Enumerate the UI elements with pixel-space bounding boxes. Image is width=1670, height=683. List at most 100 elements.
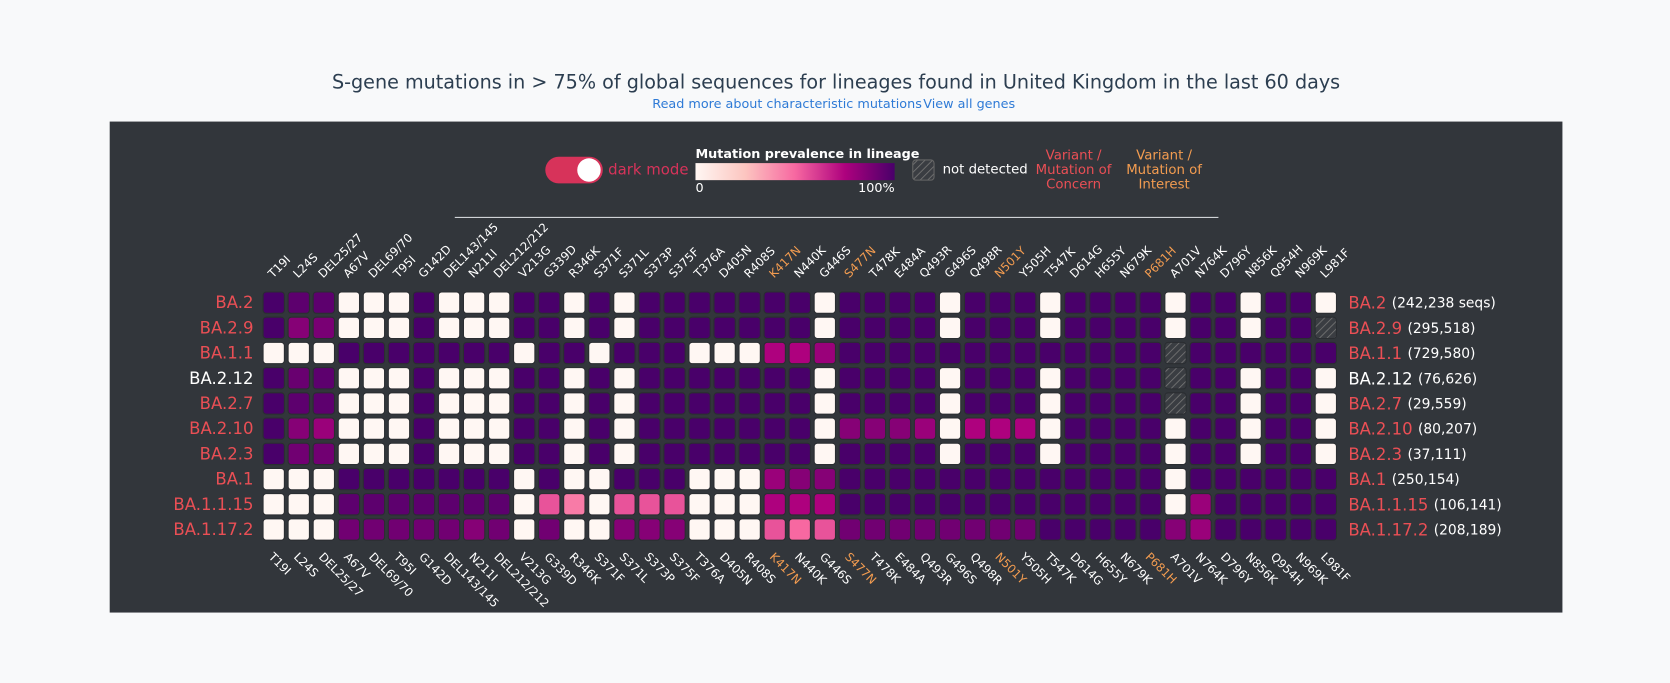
cell xyxy=(888,392,912,415)
cell xyxy=(337,417,361,440)
cell xyxy=(1089,367,1112,390)
cell xyxy=(1089,316,1112,340)
link[interactable]: Read more about characteristic mutations xyxy=(652,97,922,112)
cell xyxy=(738,442,761,466)
cell xyxy=(713,341,736,365)
cell xyxy=(1164,493,1187,516)
cell xyxy=(913,518,937,541)
cell xyxy=(513,341,536,365)
legend-label: not detected xyxy=(943,162,1028,177)
cell xyxy=(738,417,761,440)
cell xyxy=(613,392,636,415)
cell xyxy=(813,367,837,390)
cell xyxy=(513,442,536,466)
cell xyxy=(588,467,611,491)
row-note: (208,189) xyxy=(1434,523,1502,539)
y-tick-label: BA.1.17.2 xyxy=(173,520,253,539)
cell xyxy=(988,367,1012,390)
cell xyxy=(613,467,636,491)
cell xyxy=(538,367,561,390)
cell xyxy=(563,392,586,415)
cell xyxy=(1039,316,1062,340)
cell xyxy=(788,467,811,491)
cell xyxy=(838,341,862,365)
cell xyxy=(713,417,736,440)
cell xyxy=(1039,417,1062,440)
cell xyxy=(913,417,937,440)
y-tick-label: BA.2.12 xyxy=(189,369,253,388)
cell xyxy=(538,291,561,314)
cell xyxy=(287,518,310,541)
toggle-label[interactable]: dark mode xyxy=(608,161,688,179)
legend-hatch xyxy=(912,159,935,181)
cell xyxy=(1214,493,1237,516)
cell xyxy=(938,392,962,415)
cell xyxy=(563,341,586,365)
cell xyxy=(462,392,486,415)
cell xyxy=(287,442,310,466)
cell xyxy=(938,367,962,390)
cell xyxy=(1189,341,1212,365)
cell xyxy=(437,417,461,440)
cell xyxy=(1064,367,1087,390)
cell xyxy=(412,493,436,516)
cell xyxy=(613,493,636,516)
cell xyxy=(1214,291,1237,314)
cell xyxy=(362,341,386,365)
cell xyxy=(988,467,1012,491)
cell xyxy=(487,467,511,491)
cell xyxy=(638,291,661,314)
cell xyxy=(1289,518,1312,541)
cell xyxy=(813,341,837,365)
cell xyxy=(1239,291,1262,314)
cell xyxy=(988,442,1012,466)
cell xyxy=(1164,316,1187,340)
cell xyxy=(838,367,862,390)
toggle[interactable] xyxy=(545,156,603,184)
cell xyxy=(312,392,336,415)
cell xyxy=(963,392,987,415)
cell xyxy=(938,442,962,466)
cell xyxy=(938,291,962,314)
toggle-knob[interactable] xyxy=(577,158,601,182)
cell xyxy=(462,467,486,491)
y-tick-label: BA.1.1.15 xyxy=(173,495,253,514)
row-label: BA.2.10 (80,207) xyxy=(1348,419,1477,438)
cell xyxy=(287,392,310,415)
cell xyxy=(312,367,336,390)
cell xyxy=(1039,367,1062,390)
cell xyxy=(312,442,336,466)
cell xyxy=(713,518,736,541)
cell xyxy=(1139,442,1162,466)
cell xyxy=(1289,417,1312,440)
cell xyxy=(613,367,636,390)
row-name: BA.1.1 xyxy=(1348,344,1402,363)
cell xyxy=(387,316,411,340)
cell xyxy=(487,518,511,541)
cell xyxy=(1064,417,1087,440)
cell xyxy=(1239,316,1262,340)
cell xyxy=(462,417,486,440)
cell xyxy=(688,442,711,466)
cell xyxy=(863,392,887,415)
row-name: BA.2.9 xyxy=(1348,318,1402,337)
cell xyxy=(1089,493,1112,516)
cell xyxy=(387,467,411,491)
cell xyxy=(312,518,336,541)
cell xyxy=(513,291,536,314)
row-note: (729,580) xyxy=(1407,346,1475,362)
cell xyxy=(788,417,811,440)
cell xyxy=(638,316,661,340)
legend-tick-label: 0 xyxy=(695,181,703,196)
row-name: BA.2 xyxy=(1348,293,1386,312)
cell xyxy=(963,291,987,314)
cell xyxy=(1014,493,1037,516)
cell xyxy=(888,291,912,314)
cell xyxy=(588,442,611,466)
link[interactable]: View all genes xyxy=(923,97,1015,112)
cell xyxy=(638,417,661,440)
cell xyxy=(938,316,962,340)
cell xyxy=(863,367,887,390)
row-name: BA.1.1.15 xyxy=(1348,495,1428,514)
cell xyxy=(913,467,937,491)
